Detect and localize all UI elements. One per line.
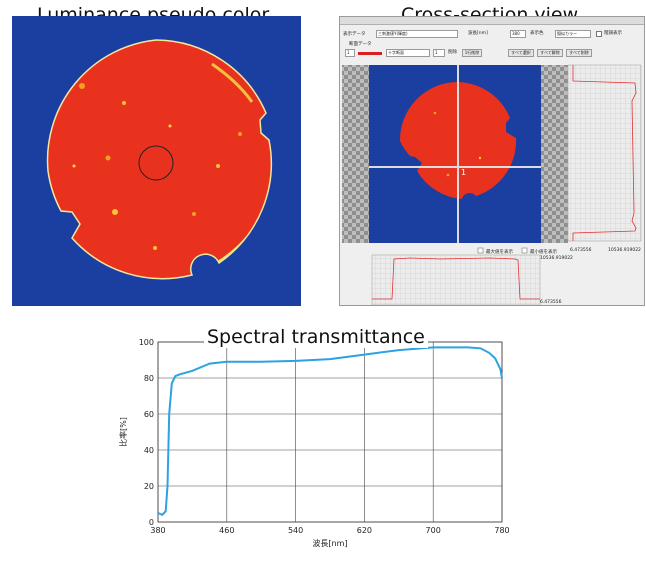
section-count[interactable]: 1 [433, 49, 445, 57]
section-label: 1 [461, 168, 466, 177]
y-tick-label: 60 [144, 410, 154, 419]
section-type-select[interactable]: 十字断面 [386, 49, 430, 57]
section-index[interactable]: 1 [345, 49, 355, 57]
max-display-checkbox[interactable] [477, 247, 484, 254]
right-profile-max: 10536.919022 [608, 247, 641, 253]
x-tick-label: 620 [357, 526, 372, 535]
y-tick-label: 40 [144, 446, 154, 455]
wavelength-label: 波長[nm] [468, 31, 488, 36]
spectral-caption: Spectral transmittance [204, 326, 428, 348]
grayscale-checkbox[interactable] [596, 31, 602, 37]
grayscale-label: 階調表示 [604, 31, 622, 36]
section-data-label: 断面データ [349, 42, 372, 47]
y-axis-label: 比率[%] [118, 417, 128, 447]
delete-row-button[interactable]: 1行削除 [462, 49, 482, 57]
left-transparent-area [342, 65, 369, 243]
x-tick-label: 780 [494, 526, 509, 535]
display-data-label: 表示データ [343, 32, 366, 37]
min-display-label: 最小値を表示 [530, 248, 557, 255]
transmittance-curve [157, 346, 503, 516]
x-tick-label: 540 [288, 526, 303, 535]
y-tick-label: 100 [139, 338, 154, 347]
wavelength-value: 380 [512, 31, 520, 36]
horizontal-profile-line [372, 257, 540, 300]
min-display-checkbox[interactable] [521, 247, 528, 254]
section-index-value: 1 [347, 50, 350, 55]
luminance-image [12, 16, 301, 306]
y-tick-label: 20 [144, 482, 154, 491]
x-tick-label: 460 [219, 526, 234, 535]
horizontal-profile-chart [371, 254, 541, 305]
display-color-select[interactable]: 擬似カラー [555, 30, 591, 38]
spectral-chart: 380 460 540 620 700 780 0 20 40 60 80 100 波長[nm] 比率[%… [110, 330, 530, 557]
section-count-value: 1 [435, 50, 438, 55]
x-tick-label: 700 [426, 526, 441, 535]
wavelength-input[interactable]: 380 [510, 30, 526, 38]
spectral-chart-svg: 380 460 540 620 700 780 0 20 40 60 80 100 波長[nm] 比率[%… [118, 338, 510, 548]
window-titlebar[interactable] [340, 17, 644, 25]
bottom-profile-min: 6.473556 [540, 299, 562, 305]
cross-section-window: 表示データ 三刺激値Y(輝度) 波長[nm] 380 表示色 擬似カラー 階調表… [339, 16, 645, 306]
select-all-button[interactable]: すべて選択 [508, 49, 534, 57]
plot-area [157, 341, 503, 523]
vertical-profile-line [572, 65, 637, 241]
display-data-select[interactable]: 三刺激値Y(輝度) [376, 30, 458, 38]
right-profile-min: 6.473556 [570, 247, 592, 253]
delete-all-button[interactable]: すべて削除 [566, 49, 592, 57]
delete-label: 削除 [448, 50, 457, 55]
display-data-value: 三刺激値Y(輝度) [378, 31, 408, 36]
y-tick-label: 80 [144, 374, 154, 383]
x-axis-label: 波長[nm] [312, 538, 347, 548]
display-color-value: 擬似カラー [557, 31, 577, 36]
display-color-label: 表示色 [530, 31, 544, 36]
y-tick-label: 0 [149, 518, 154, 527]
section-type-value: 十字断面 [388, 50, 404, 55]
section-color-swatch[interactable] [358, 52, 382, 55]
cross-section-graphics: 1 最大値を表示 最小値を表示 6.473556 10536.919022 10… [342, 64, 642, 305]
right-transparent-area [541, 65, 568, 243]
luminance-disk-figure [46, 39, 273, 280]
measurement-circle[interactable] [138, 145, 174, 181]
deselect-all-button[interactable]: すべて解除 [537, 49, 563, 57]
vertical-profile-chart [567, 64, 642, 242]
x-tick-label: 380 [150, 526, 165, 535]
bottom-profile-max: 10536.919022 [540, 255, 573, 261]
max-display-label: 最大値を表示 [486, 248, 513, 255]
